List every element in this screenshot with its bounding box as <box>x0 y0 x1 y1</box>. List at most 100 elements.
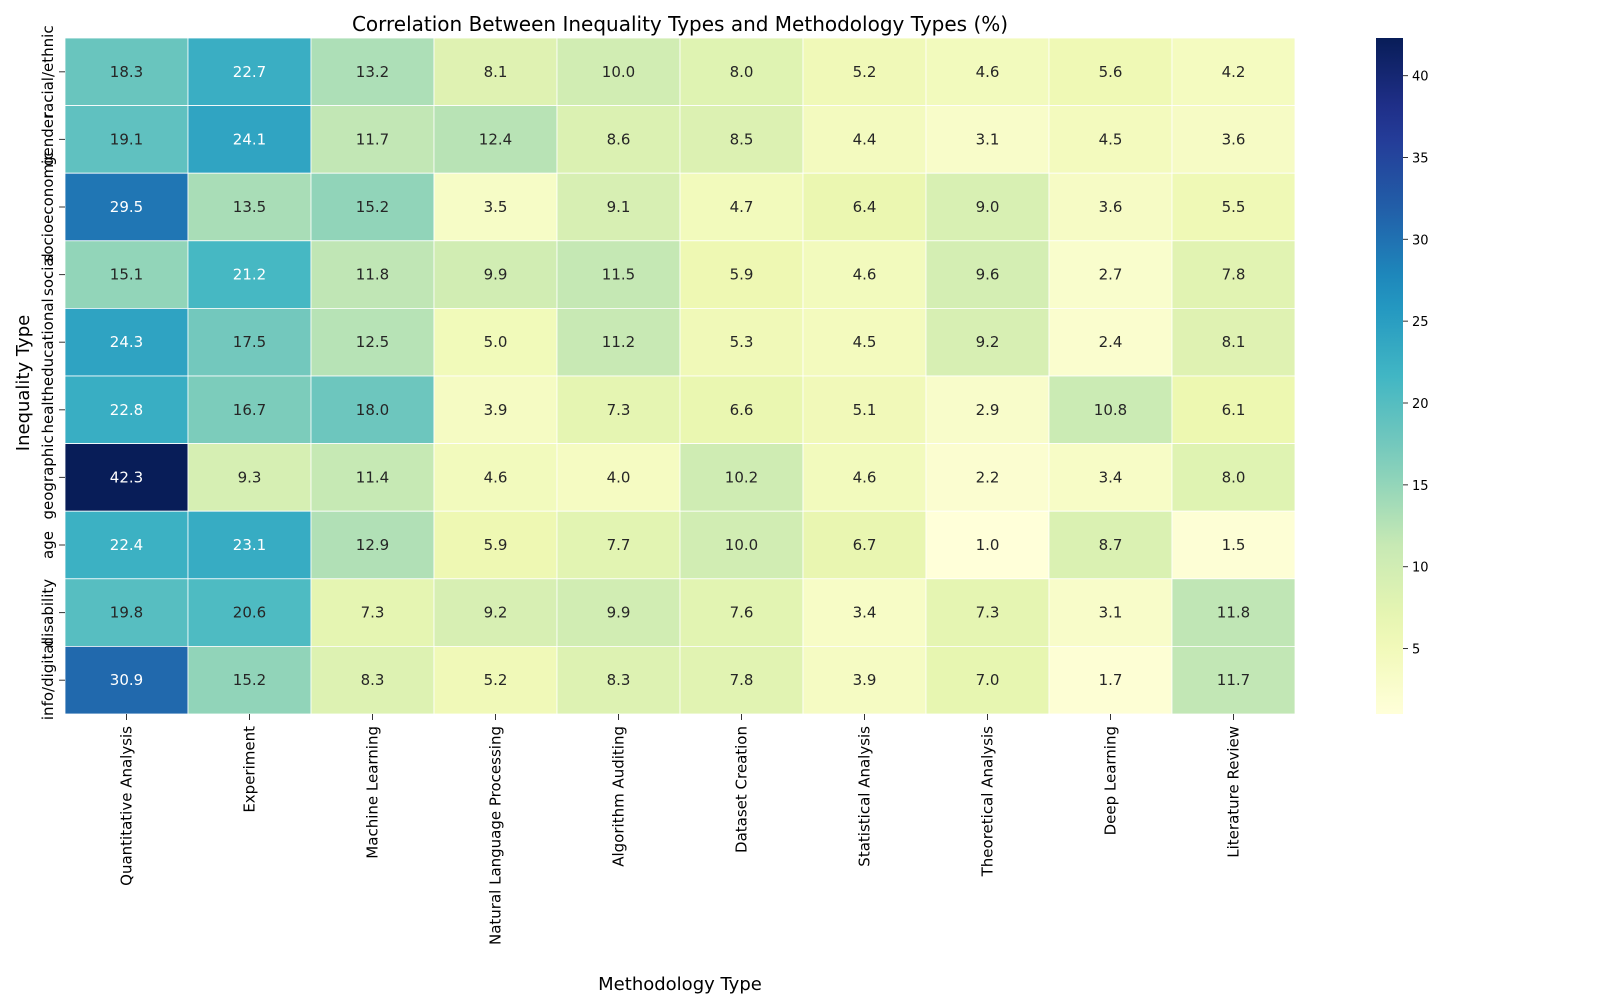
heatmap-cell <box>1048 375 1173 444</box>
cell-value-label: 8.3 <box>607 671 631 689</box>
cell-value-label: 2.9 <box>976 401 1000 419</box>
cell-value-label: 7.6 <box>730 604 754 622</box>
heatmap-cell <box>802 105 927 174</box>
cell-value-label: 5.0 <box>484 333 508 351</box>
colorbar-tick-label: 35 <box>1412 151 1429 166</box>
colorbar-gradient <box>1376 38 1403 714</box>
x-tick-label: Quantitative Analysis <box>118 726 136 886</box>
cell-value-label: 12.9 <box>356 536 389 554</box>
heatmap-cell <box>679 105 804 174</box>
cell-value-label: 9.1 <box>607 198 631 216</box>
cell-value-label: 20.6 <box>233 604 266 622</box>
cell-value-label: 19.8 <box>110 604 143 622</box>
cell-value-label: 9.2 <box>484 604 508 622</box>
heatmap-cell <box>310 578 435 647</box>
cell-value-label: 2.2 <box>976 468 1000 486</box>
heatmap-cell <box>310 375 435 444</box>
heatmap-cell <box>925 307 1050 377</box>
heatmap-cell <box>1171 307 1296 377</box>
cell-value-label: 15.2 <box>233 671 266 689</box>
colorbar-tick-label: 25 <box>1412 315 1429 330</box>
cell-value-label: 3.9 <box>853 671 877 689</box>
heatmap-cell <box>187 510 312 580</box>
heatmap-cell <box>187 37 312 106</box>
heatmap-cell <box>802 578 927 647</box>
y-tick-label: gender <box>39 112 57 166</box>
cell-value-label: 3.4 <box>853 604 877 622</box>
x-axis-label: Methodology Type <box>598 974 762 995</box>
cell-value-label: 5.3 <box>730 333 754 351</box>
heatmap-cell <box>679 510 804 580</box>
x-tick-label: Literature Review <box>1225 726 1243 858</box>
x-tick-label: Statistical Analysis <box>856 726 874 867</box>
heatmap-cell <box>187 443 312 512</box>
colorbar-ticks: 5 10 15 20 25 30 35 40 <box>1403 70 1429 658</box>
heatmap-cell <box>64 578 189 647</box>
heatmap-cell <box>1048 240 1173 309</box>
cell-value-label: 7.0 <box>976 671 1000 689</box>
heatmap-cell <box>556 510 681 580</box>
colorbar-tick-label: 5 <box>1412 643 1420 658</box>
cell-value-label: 13.2 <box>356 63 389 81</box>
cell-value-label: 10.2 <box>725 468 758 486</box>
cell-value-label: 7.3 <box>976 604 1000 622</box>
cell-value-label: 4.6 <box>853 266 877 284</box>
cell-value-label: 7.3 <box>361 604 385 622</box>
cell-value-label: 18.0 <box>356 401 389 419</box>
cell-value-label: 3.9 <box>484 401 508 419</box>
heatmap-cell <box>556 240 681 309</box>
y-tick-label: socioeconomic <box>39 152 57 263</box>
heatmap-cell <box>433 646 558 715</box>
x-axis-ticks: Quantitative Analysis Experiment Machine L… <box>118 714 1243 945</box>
y-tick-label: info/digital <box>39 640 57 720</box>
cell-value-label: 8.7 <box>1099 536 1123 554</box>
cell-value-label: 9.9 <box>484 266 508 284</box>
cell-value-label: 19.1 <box>110 130 143 148</box>
cell-value-label: 7.7 <box>607 536 631 554</box>
heatmap-cell <box>187 105 312 174</box>
heatmap-cell <box>925 443 1050 512</box>
heatmap-cell <box>1171 510 1296 580</box>
heatmap-cell <box>925 37 1050 106</box>
cell-value-label: 7.8 <box>730 671 754 689</box>
cell-value-label: 5.2 <box>484 671 508 689</box>
colorbar-tick-label: 30 <box>1412 233 1429 248</box>
heatmap-cell <box>64 510 189 580</box>
cell-value-label: 4.6 <box>976 63 1000 81</box>
cell-value-label: 8.0 <box>1222 468 1246 486</box>
heatmap-cell <box>64 443 189 512</box>
heatmap-cell <box>1171 37 1296 106</box>
heatmap-cell <box>64 240 189 309</box>
cell-value-label: 21.2 <box>233 266 266 284</box>
cell-value-label: 3.6 <box>1222 130 1246 148</box>
heatmap-cell <box>679 307 804 377</box>
y-tick-label: disability <box>39 579 57 647</box>
y-tick-label: educational <box>39 298 57 386</box>
heatmap-cell <box>925 240 1050 309</box>
heatmap-cell <box>1048 307 1173 377</box>
cell-value-label: 5.9 <box>730 266 754 284</box>
cell-value-label: 8.0 <box>730 63 754 81</box>
heatmap-cell <box>1171 443 1296 512</box>
cell-value-label: 16.7 <box>233 401 266 419</box>
heatmap-cell <box>310 172 435 242</box>
heatmap-cell <box>802 443 927 512</box>
cell-value-label: 3.5 <box>484 198 508 216</box>
cell-value-label: 2.7 <box>1099 266 1123 284</box>
cell-value-label: 9.6 <box>976 266 1000 284</box>
cell-value-label: 6.4 <box>853 198 877 216</box>
colorbar-tick-label: 10 <box>1412 561 1429 576</box>
heatmap-cell <box>433 105 558 174</box>
cell-value-label: 3.1 <box>1099 604 1123 622</box>
heatmap-cell <box>802 375 927 444</box>
chart-title: Correlation Between Inequality Types and… <box>352 12 1008 36</box>
cell-value-label: 4.2 <box>1222 63 1246 81</box>
heatmap-cell <box>802 172 927 242</box>
cell-value-label: 2.4 <box>1099 333 1123 351</box>
cell-value-label: 5.2 <box>853 63 877 81</box>
cell-value-label: 22.7 <box>233 63 266 81</box>
cell-value-label: 5.1 <box>853 401 877 419</box>
cell-value-label: 29.5 <box>110 198 143 216</box>
